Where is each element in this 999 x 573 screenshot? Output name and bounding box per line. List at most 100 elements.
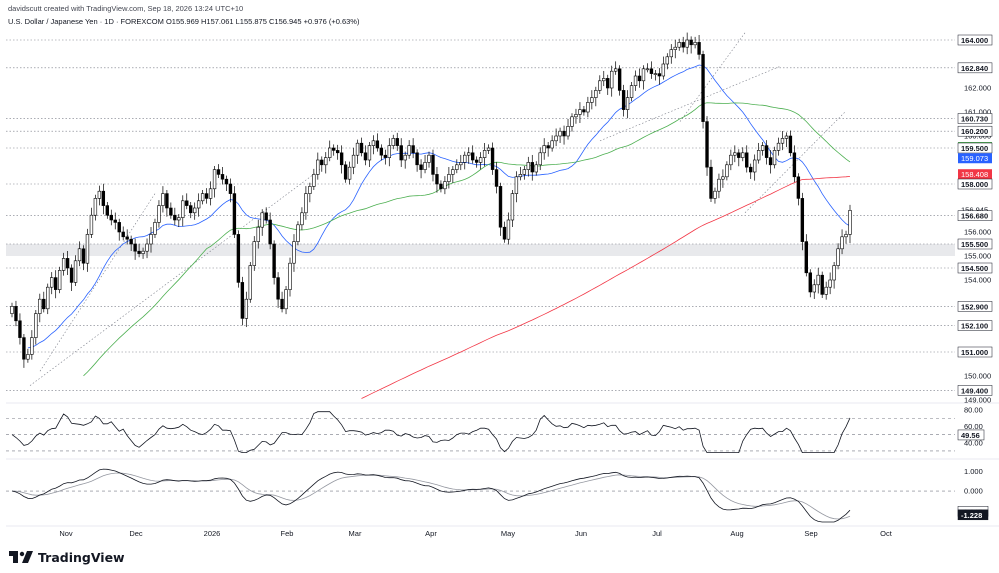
candle-up [196, 200, 201, 209]
candle-down [81, 248, 86, 264]
candle-up [518, 174, 523, 178]
candle-up [212, 169, 217, 190]
candle-up [296, 224, 300, 242]
level-price-label-bg [957, 262, 993, 274]
candle-down [228, 183, 233, 194]
time-axis-tick: Oct [880, 529, 893, 538]
candle-down [379, 147, 384, 156]
level-price-label-bg [957, 34, 993, 46]
candle-down [792, 152, 797, 178]
candle-up [427, 154, 431, 163]
candle-up [447, 174, 451, 182]
candle-up [443, 181, 447, 190]
candle-down [697, 42, 701, 55]
candle-down [494, 169, 499, 187]
candle-down [649, 68, 654, 74]
candle-up [693, 42, 697, 46]
candle-up [459, 162, 463, 166]
candle-down [395, 138, 399, 146]
candle-down [236, 234, 241, 283]
tradingview-logo-icon [9, 551, 33, 563]
candle-up [193, 207, 197, 214]
candle-up [312, 174, 316, 187]
candle-up [713, 190, 717, 199]
candle-down [18, 320, 22, 338]
level-price-label: 160.730 [961, 114, 988, 123]
ma-fast-line [27, 64, 851, 349]
macd-axis-tick: 0.000 [964, 487, 983, 496]
time-axis-tick: Mar [349, 529, 362, 538]
candle-down [399, 145, 403, 161]
level-price-label-bg [957, 178, 993, 190]
tradingview-logo-text: TradingView [38, 549, 125, 565]
candle-up [486, 147, 491, 151]
candle-up [34, 313, 38, 338]
candle-up [244, 298, 249, 319]
candle-down [189, 205, 193, 214]
candle-down [768, 157, 773, 166]
candle-up [772, 150, 777, 166]
candle-up [57, 270, 62, 290]
candle-up [669, 49, 673, 58]
candle-up [482, 150, 487, 158]
candle-up [30, 337, 34, 355]
candle-down [530, 162, 534, 173]
candle-up [641, 68, 646, 82]
candle-up [145, 243, 149, 252]
candle-down [705, 121, 709, 168]
time-axis-tick: Aug [730, 529, 743, 538]
candle-down [490, 147, 495, 170]
candle-up [717, 178, 721, 192]
candle-up [248, 265, 252, 300]
macd-value-label-bg [957, 509, 989, 521]
level-price-label-bg [957, 62, 993, 74]
time-axis-tick: 2026 [204, 529, 221, 538]
candle-up [629, 85, 634, 98]
ma-slow-line [361, 176, 851, 399]
time-axis-tick: Apr [425, 529, 437, 538]
candle-up [260, 212, 264, 228]
level-price-label-bg [957, 385, 993, 396]
candle-up [665, 56, 669, 65]
candle-up [316, 159, 320, 175]
rsi-axis-tick: 80.00 [964, 406, 983, 415]
candle-down [105, 205, 110, 216]
candle-up [542, 145, 546, 154]
candle-up [514, 176, 519, 194]
price-axis-tick: 155.000 [964, 252, 991, 261]
candle-down [216, 169, 221, 175]
candle-down [502, 226, 507, 240]
candle-up [38, 298, 42, 314]
candle-down [439, 183, 443, 190]
candle-down [169, 207, 173, 216]
candle-up [840, 236, 844, 250]
candle-up [304, 193, 308, 214]
candle-up [653, 73, 658, 75]
candle-up [288, 262, 292, 290]
candle-up [371, 140, 376, 146]
candle-down [332, 147, 336, 151]
candle-up [292, 241, 296, 264]
candle-down [689, 39, 693, 46]
trendline [29, 169, 321, 386]
candle-up [141, 250, 145, 254]
candle-down [411, 145, 415, 154]
candle-down [121, 231, 125, 238]
candle-up [574, 114, 578, 118]
candle-up [828, 279, 832, 288]
candle-up [784, 135, 789, 139]
candle-down [101, 190, 106, 206]
candle-up [61, 258, 66, 271]
candle-down [745, 152, 749, 168]
candle-up [526, 162, 530, 170]
candle-up [403, 154, 407, 161]
tradingview-logo[interactable]: TradingView [8, 549, 125, 565]
candle-down [343, 164, 348, 180]
candle-down [657, 73, 662, 77]
candle-up [824, 286, 828, 295]
candle-up [308, 186, 312, 194]
time-axis-tick: Nov [59, 529, 73, 538]
candle-down [224, 178, 229, 185]
candle-up [586, 102, 590, 113]
candle-up [760, 145, 765, 151]
